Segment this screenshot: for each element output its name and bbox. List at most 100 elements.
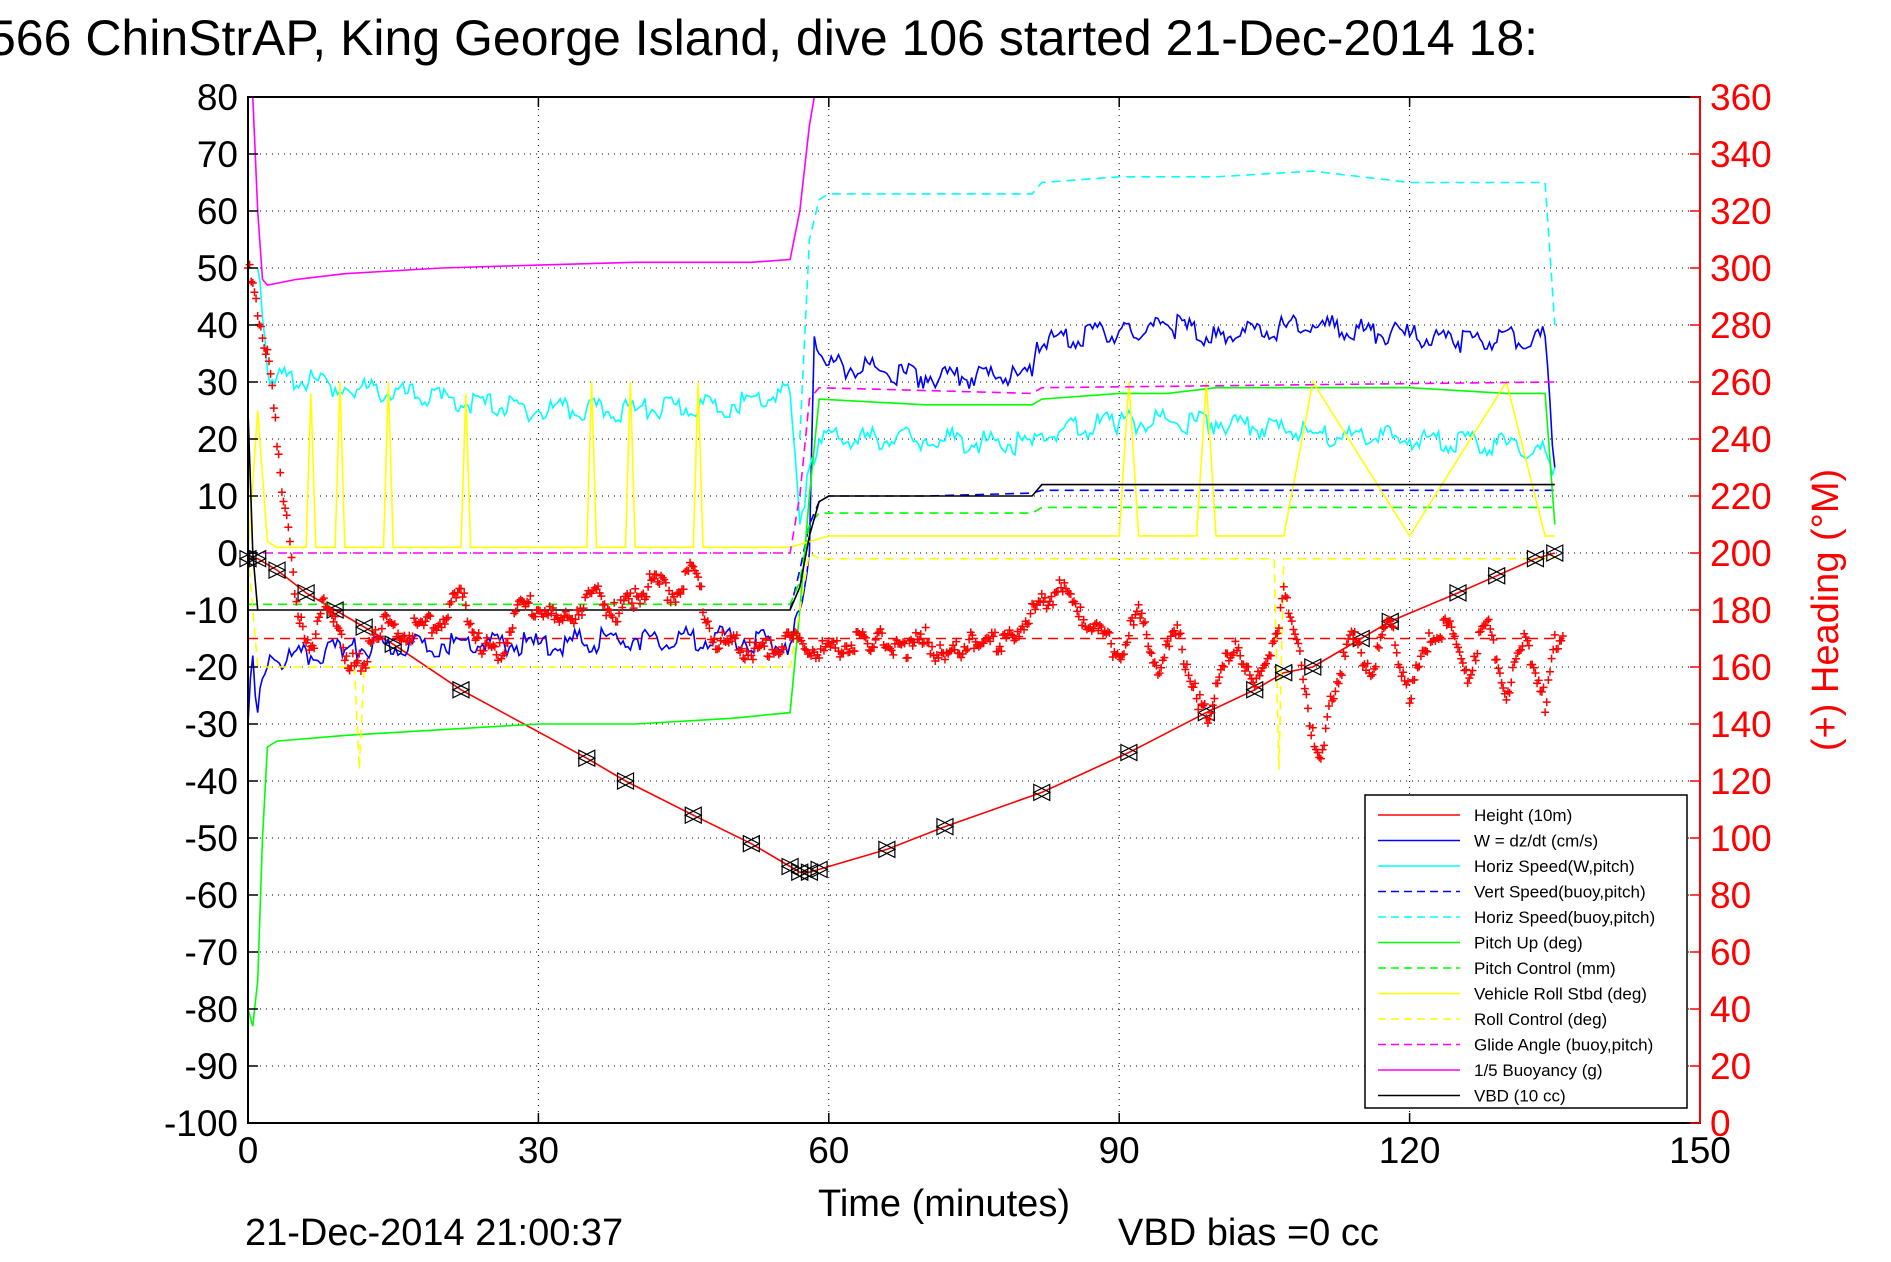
heading-marker <box>903 653 912 662</box>
heading-marker <box>406 637 415 646</box>
heading-marker <box>692 569 701 578</box>
heading-marker <box>792 629 801 638</box>
heading-marker <box>382 611 391 620</box>
heading-marker <box>1373 642 1382 651</box>
heading-marker <box>440 619 449 628</box>
heading-marker <box>1174 630 1183 639</box>
heading-marker <box>732 631 741 640</box>
heading-marker <box>1424 628 1433 637</box>
heading-marker <box>963 645 972 654</box>
heading-marker <box>631 584 640 593</box>
heading-marker <box>263 345 272 354</box>
heading-marker <box>356 667 365 676</box>
heading-marker <box>847 641 856 650</box>
heading-marker <box>765 652 774 661</box>
heading-marker <box>292 597 301 606</box>
height-marker <box>742 834 760 853</box>
heading-marker <box>1534 676 1543 685</box>
heading-marker <box>1521 633 1530 642</box>
heading-marker <box>482 633 491 642</box>
heading-marker <box>1391 641 1400 650</box>
heading-marker <box>281 504 290 513</box>
heading-marker <box>305 646 314 655</box>
heading-marker <box>989 632 998 641</box>
heading-marker <box>679 585 688 594</box>
heading-marker <box>1329 694 1338 703</box>
heading-marker <box>1007 630 1016 639</box>
heading-marker <box>1454 643 1462 652</box>
heading-marker <box>945 647 954 656</box>
heading-marker <box>421 617 430 626</box>
heading-marker <box>432 626 441 635</box>
heading-marker <box>687 561 696 570</box>
heading-marker <box>1205 715 1214 724</box>
heading-marker <box>832 636 841 645</box>
series-line-3 <box>789 489 1555 611</box>
heading-marker <box>1331 687 1340 696</box>
heading-marker <box>1071 599 1080 608</box>
heading-marker <box>1289 625 1298 634</box>
heading-marker <box>1057 583 1066 592</box>
heading-marker <box>748 655 757 664</box>
series-line-6 <box>248 506 1555 606</box>
heading-marker <box>1142 630 1151 639</box>
heading-marker <box>878 629 887 638</box>
heading-marker <box>1489 635 1498 644</box>
heading-marker <box>713 645 722 654</box>
heading-marker <box>1129 620 1138 629</box>
heading-marker <box>1141 617 1150 626</box>
heading-marker <box>1095 621 1104 630</box>
y2-tick-label: 260 <box>1710 362 1772 403</box>
heading-marker <box>1439 615 1448 624</box>
y2-tick-label: 140 <box>1710 704 1772 745</box>
heading-marker <box>626 589 635 598</box>
heading-marker <box>1486 625 1495 634</box>
heading-marker <box>1079 615 1088 624</box>
heading-marker <box>1468 666 1477 675</box>
heading-marker <box>940 655 949 664</box>
heading-marker <box>1450 632 1459 641</box>
heading-marker <box>1378 630 1387 639</box>
heading-marker <box>839 649 848 658</box>
heading-marker <box>1134 600 1143 609</box>
heading-marker <box>353 656 362 665</box>
heading-marker <box>1447 623 1456 632</box>
axis-layer: 0 30 60 90 120 15080706050403020100-10-20-30-… <box>164 77 1772 1171</box>
heading-marker <box>1487 631 1496 640</box>
height-marker <box>296 583 315 602</box>
y2-tick-label: 360 <box>1710 77 1772 118</box>
heading-marker <box>1523 636 1532 645</box>
heading-marker <box>1220 662 1229 671</box>
heading-marker <box>1557 636 1566 645</box>
heading-marker <box>1512 654 1521 663</box>
height-marker <box>248 549 267 568</box>
heading-marker <box>1136 613 1145 622</box>
heading-marker <box>489 641 498 650</box>
heading-marker <box>1132 607 1141 616</box>
y-tick-label: 80 <box>197 77 238 118</box>
heading-marker <box>256 322 265 331</box>
heading-marker <box>1297 661 1306 670</box>
heading-marker <box>1074 612 1083 621</box>
heading-marker <box>1034 597 1043 606</box>
heading-marker <box>637 591 646 600</box>
heading-marker <box>266 369 275 378</box>
heading-marker <box>742 646 751 655</box>
heading-marker <box>655 579 664 588</box>
heading-marker <box>1123 638 1132 647</box>
heading-marker <box>740 655 749 664</box>
heading-marker <box>1481 621 1490 630</box>
heading-marker <box>1502 695 1511 704</box>
heading-marker <box>1124 631 1133 640</box>
heading-marker <box>274 450 283 459</box>
heading-marker <box>1495 669 1504 678</box>
heading-marker <box>598 600 607 609</box>
heading-marker <box>398 632 407 641</box>
heading-marker <box>1120 650 1129 659</box>
heading-marker <box>610 598 619 607</box>
heading-marker <box>1073 607 1082 616</box>
heading-marker <box>1508 663 1517 672</box>
heading-marker <box>313 617 322 626</box>
heading-marker <box>1357 648 1366 657</box>
heading-marker <box>1303 704 1312 713</box>
